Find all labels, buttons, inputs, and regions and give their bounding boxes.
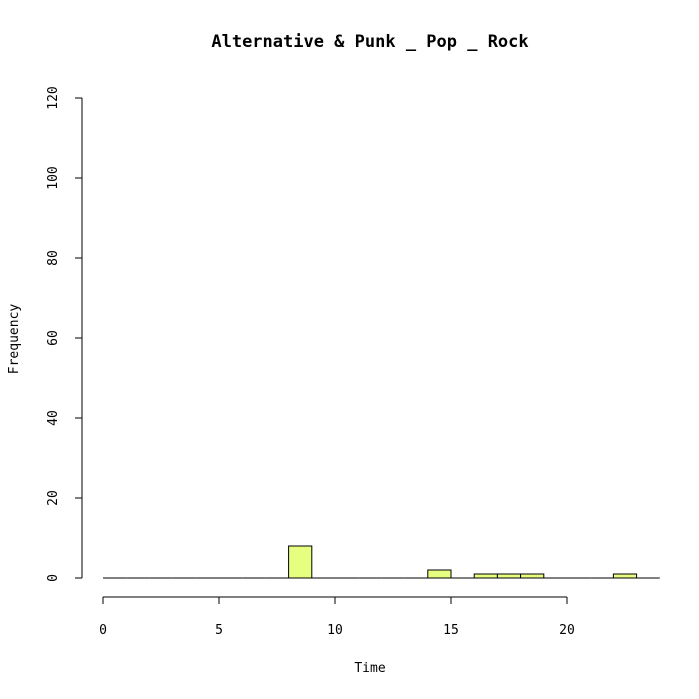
y-tick-label-0: 0: [46, 574, 61, 582]
y-tick-label-1: 20: [46, 490, 61, 506]
bar-22: [612, 573, 638, 579]
y-axis-label: Frequency: [7, 304, 22, 375]
x-axis-label: Time: [354, 661, 385, 676]
x-tick-label-4: 20: [559, 623, 575, 638]
y-tick-label-5: 100: [46, 166, 61, 189]
bar-14: [427, 569, 452, 579]
y-tick-label-4: 80: [46, 250, 61, 266]
x-tick-label-3: 15: [443, 623, 459, 638]
bars-group: [103, 545, 660, 579]
y-axis: 0 20 40 60 80 100 120: [46, 86, 83, 582]
x-tick-label-2: 10: [327, 623, 343, 638]
bar-8: [288, 545, 313, 579]
x-axis: 0 5 10 15 20: [99, 596, 575, 638]
bar-17: [496, 573, 522, 579]
x-tick-label-0: 0: [99, 623, 107, 638]
y-tick-label-2: 40: [46, 410, 61, 426]
y-tick-label-3: 60: [46, 330, 61, 346]
chart-title: Alternative & Punk _ Pop _ Rock: [211, 32, 528, 52]
x-tick-label-1: 5: [215, 623, 223, 638]
bar-18: [520, 573, 545, 579]
bar-16: [473, 573, 498, 579]
y-tick-label-6: 120: [46, 86, 61, 109]
